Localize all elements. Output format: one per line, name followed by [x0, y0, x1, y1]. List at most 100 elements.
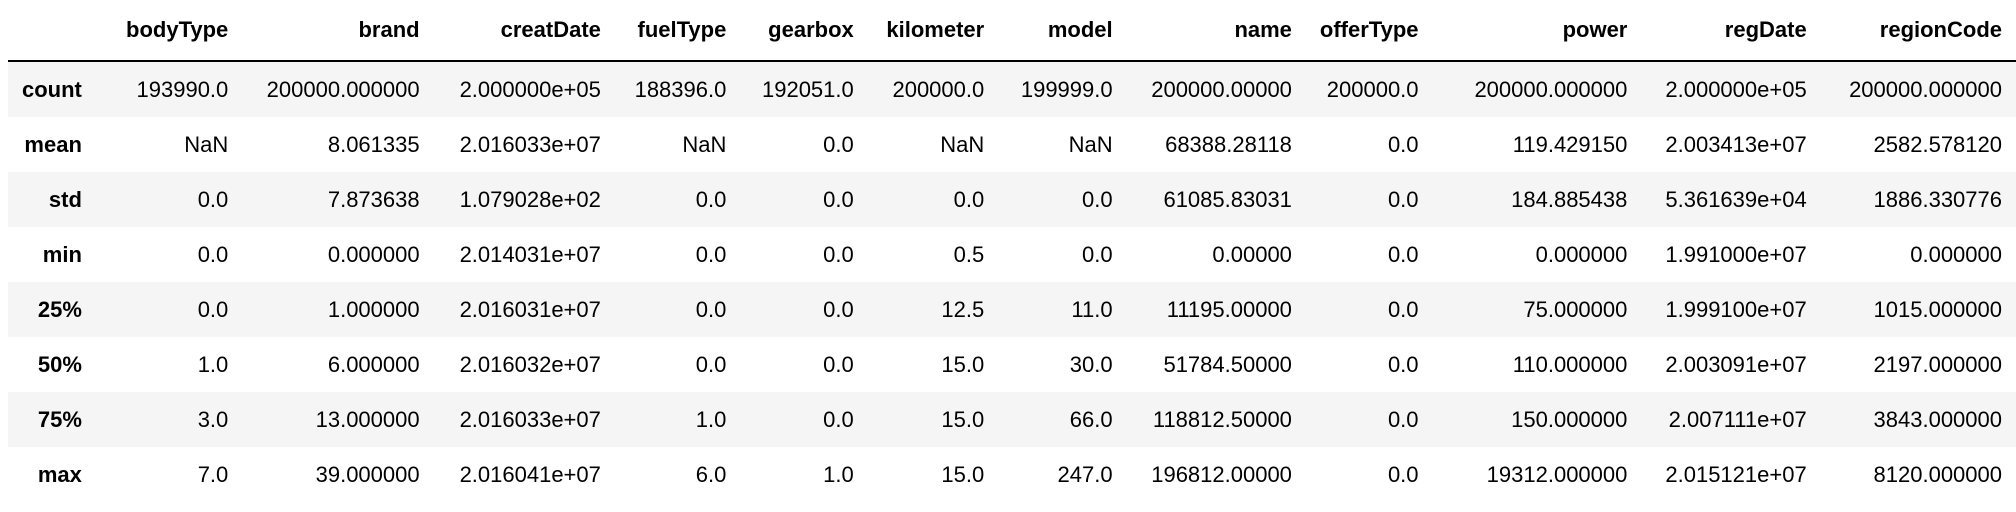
- row-label: mean: [24, 131, 82, 157]
- table-cell: 0.0: [1387, 186, 1419, 212]
- table-cell: 0.0: [1387, 241, 1419, 267]
- table-cell: 0.0: [823, 186, 854, 212]
- table-cell: 0.0: [695, 296, 727, 322]
- row-label: count: [22, 76, 82, 102]
- table-cell: 5.361639e+04: [1665, 186, 1807, 212]
- table-cell: 196812.00000: [1151, 461, 1292, 487]
- table-cell: 0.00000: [1212, 241, 1292, 267]
- table-cell: 0.0: [1082, 186, 1113, 212]
- table-cell: 15.0: [941, 406, 985, 432]
- table-cell: 2.003091e+07: [1665, 351, 1807, 377]
- table-cell: 200000.0: [1326, 76, 1419, 102]
- table-cell: 1.079028e+02: [459, 186, 601, 212]
- table-cell: 6.0: [695, 461, 727, 487]
- row-label: 75%: [37, 406, 82, 432]
- table-cell: 1.999100e+07: [1665, 296, 1807, 322]
- table-cell: NaN: [1068, 131, 1113, 157]
- table-cell: 2.000000e+05: [1665, 76, 1807, 102]
- table-cell: NaN: [940, 131, 985, 157]
- column-header: creatDate: [433, 0, 615, 62]
- table-cell: 0.000000: [1535, 241, 1628, 267]
- table-cell: 66.0: [1069, 406, 1113, 432]
- table-cell: 200000.000000: [266, 76, 420, 102]
- table-cell: 200000.000000: [1474, 76, 1628, 102]
- table-cell: 0.000000: [1910, 241, 2002, 267]
- table-cell: 1.000000: [327, 296, 420, 322]
- table-cell: 7.0: [197, 461, 229, 487]
- table-cell: 247.0: [1057, 461, 1113, 487]
- table-cell: 0.0: [953, 186, 985, 212]
- table-cell: 2582.578120: [1873, 131, 2002, 157]
- table-cell: 200000.00000: [1151, 76, 1292, 102]
- table-cell: 3.0: [197, 406, 229, 432]
- table-cell: 2197.000000: [1873, 351, 2002, 377]
- table-cell: 150.000000: [1511, 406, 1628, 432]
- table-cell: 2.000000e+05: [459, 76, 601, 102]
- table-row: mean NaN 8.061335 2.016033e+07 NaN 0.0 NaN NaN 6…: [8, 117, 2016, 172]
- table-cell: 2.016041e+07: [459, 461, 601, 487]
- row-label: min: [42, 241, 82, 267]
- table-cell: 0.0: [1387, 131, 1419, 157]
- table-cell: 1.0: [197, 351, 229, 377]
- table-cell: 51784.50000: [1163, 351, 1292, 377]
- table-cell: 12.5: [941, 296, 985, 322]
- column-header: power: [1432, 0, 1642, 62]
- table-row: std 0.0 7.873638 1.079028e+02 0.0 0.0 0.0 0.0 61…: [8, 172, 2016, 227]
- describe-table: bodyType brand creatDate fuelType gearbo…: [8, 0, 2016, 502]
- table-cell: 200000.0: [892, 76, 985, 102]
- table-cell: 184.885438: [1511, 186, 1628, 212]
- table-cell: NaN: [184, 131, 229, 157]
- table-cell: 3843.000000: [1873, 406, 2002, 432]
- table-cell: 0.0: [1387, 351, 1419, 377]
- table-cell: 0.0: [823, 131, 854, 157]
- table-cell: 2.003413e+07: [1665, 131, 1807, 157]
- table-cell: 8120.000000: [1873, 461, 2002, 487]
- table-cell: 199999.0: [1020, 76, 1113, 102]
- table-cell: 0.0: [197, 186, 229, 212]
- table-row: 25% 0.0 1.000000 2.016031e+07 0.0 0.0 12.5 11.0…: [8, 282, 2016, 337]
- table-cell: 0.0: [695, 351, 727, 377]
- table-cell: 2.016033e+07: [459, 406, 601, 432]
- table-cell: 1.991000e+07: [1665, 241, 1807, 267]
- table-cell: 0.5: [953, 241, 985, 267]
- column-header: fuelType: [614, 0, 741, 62]
- table-cell: 0.0: [823, 241, 854, 267]
- table-cell: 188396.0: [634, 76, 727, 102]
- table-cell: 0.0: [1387, 406, 1419, 432]
- table-cell: 13.000000: [315, 406, 420, 432]
- table-cell: 61085.83031: [1163, 186, 1292, 212]
- table-cell: 0.0: [823, 296, 854, 322]
- table-cell: 75.000000: [1523, 296, 1628, 322]
- row-label: 50%: [37, 351, 82, 377]
- table-cell: 0.0: [695, 241, 727, 267]
- index-header: [8, 0, 104, 62]
- table-cell: 2.016032e+07: [459, 351, 601, 377]
- table-cell: 200000.000000: [1849, 76, 2002, 102]
- table-cell: 0.0: [823, 351, 854, 377]
- header-row: bodyType brand creatDate fuelType gearbo…: [8, 0, 2016, 62]
- column-header: gearbox: [740, 0, 868, 62]
- table-cell: 1015.000000: [1873, 296, 2002, 322]
- table-cell: 11195.00000: [1166, 296, 1292, 322]
- table-cell: 2.016033e+07: [459, 131, 601, 157]
- table-cell: 0.0: [197, 296, 229, 322]
- table-cell: 6.000000: [327, 351, 420, 377]
- table-cell: 19312.000000: [1486, 461, 1628, 487]
- table-header: bodyType brand creatDate fuelType gearbo…: [8, 0, 2016, 62]
- row-label: std: [48, 186, 82, 212]
- table-row: max 7.0 39.000000 2.016041e+07 6.0 1.0 15.0 247…: [8, 447, 2016, 502]
- table-body: count 193990.0 200000.000000 2.000000e+05 18…: [8, 61, 2016, 502]
- table-cell: 193990.0: [136, 76, 229, 102]
- table-cell: 0.0: [197, 241, 229, 267]
- column-header: kilometer: [867, 0, 999, 62]
- table-cell: 2.007111e+07: [1668, 406, 1807, 432]
- table-cell: 39.000000: [315, 461, 420, 487]
- table-row: 75% 3.0 13.000000 2.016033e+07 1.0 0.0 15.0 66.…: [8, 392, 2016, 447]
- column-header: model: [998, 0, 1127, 62]
- table-row: count 193990.0 200000.000000 2.000000e+05 18…: [8, 61, 2016, 117]
- table-row: 50% 1.0 6.000000 2.016032e+07 0.0 0.0 15.0 30.0…: [8, 337, 2016, 392]
- table-cell: 30.0: [1069, 351, 1113, 377]
- table-cell: 15.0: [941, 461, 985, 487]
- table-cell: 0.0: [1387, 461, 1419, 487]
- table-cell: 1.0: [695, 406, 727, 432]
